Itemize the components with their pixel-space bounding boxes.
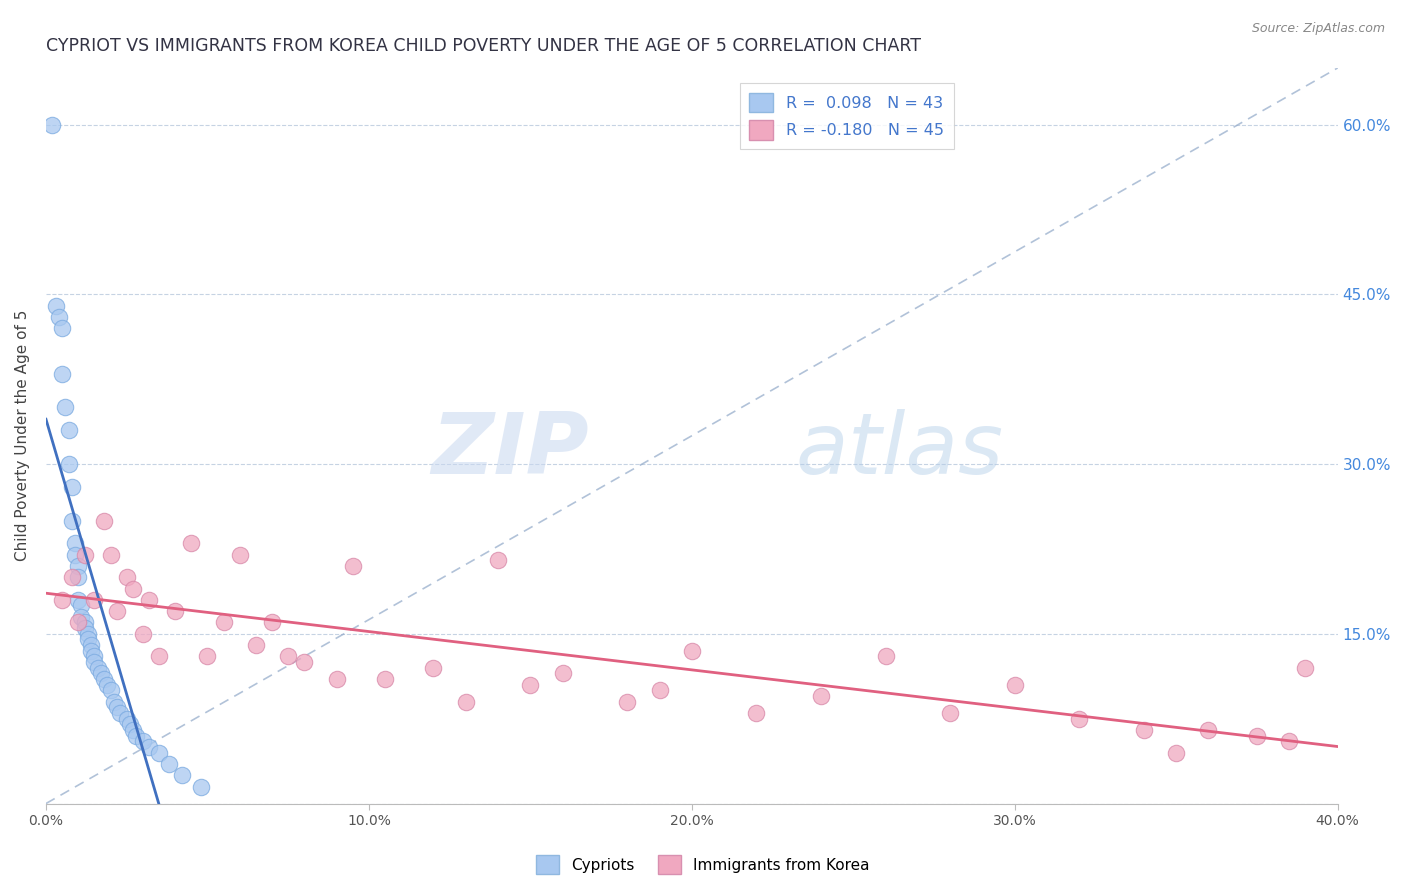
Point [86,661,108,675]
Point [122,723,145,737]
Point [110,706,132,720]
Point [422,661,444,675]
Point [245,638,267,652]
Point [83,655,105,669]
Point [58,423,80,437]
Point [48,310,70,324]
Point [67,615,90,630]
Text: atlas: atlas [796,409,1002,492]
Point [63,536,86,550]
Point [157,756,180,771]
Legend: Cypriots, Immigrants from Korea: Cypriots, Immigrants from Korea [530,849,876,880]
Point [1133,723,1156,737]
Point [103,695,125,709]
Point [681,644,703,658]
Point [212,615,235,630]
Point [73,548,96,562]
Point [138,739,160,754]
Point [1246,729,1268,743]
Point [148,746,170,760]
Point [1166,746,1188,760]
Point [100,683,122,698]
Point [63,548,86,562]
Point [60,514,83,528]
Point [51,592,73,607]
Point [45,299,67,313]
Point [486,553,509,567]
Point [616,695,638,709]
Point [105,604,128,618]
Point [93,514,115,528]
Point [1198,723,1220,737]
Point [228,548,250,562]
Point [454,695,477,709]
Point [148,649,170,664]
Point [132,627,155,641]
Point [190,780,212,794]
Point [648,683,671,698]
Point [170,768,193,782]
Point [77,627,100,641]
Point [519,678,541,692]
Legend: R =  0.098   N = 43, R = -0.180   N = 45: R = 0.098 N = 43, R = -0.180 N = 45 [740,83,953,150]
Point [67,592,90,607]
Point [197,649,219,664]
Point [83,649,105,664]
Point [80,644,103,658]
Point [875,649,897,664]
Point [138,592,160,607]
Point [1004,678,1026,692]
Point [810,689,832,703]
Text: ZIP: ZIP [430,409,589,492]
Point [115,570,138,584]
Point [93,672,115,686]
Point [70,609,93,624]
Point [73,615,96,630]
Point [1294,661,1316,675]
Point [105,700,128,714]
Point [58,457,80,471]
Point [745,706,768,720]
Text: Source: ZipAtlas.com: Source: ZipAtlas.com [1251,22,1385,36]
Point [132,734,155,748]
Point [53,401,76,415]
Point [1069,712,1091,726]
Point [325,672,347,686]
Point [83,592,105,607]
Point [292,655,315,669]
Point [125,729,148,743]
Point [51,321,73,335]
Point [41,118,63,132]
Point [180,536,202,550]
Point [90,666,112,681]
Point [115,712,138,726]
Point [51,367,73,381]
Point [260,615,283,630]
Point [67,570,90,584]
Point [77,632,100,647]
Point [374,672,396,686]
Point [342,558,364,573]
Point [67,558,90,573]
Point [96,678,118,692]
Text: CYPRIOT VS IMMIGRANTS FROM KOREA CHILD POVERTY UNDER THE AGE OF 5 CORRELATION CH: CYPRIOT VS IMMIGRANTS FROM KOREA CHILD P… [46,37,921,55]
Point [939,706,962,720]
Point [277,649,299,664]
Point [122,582,145,596]
Point [80,638,103,652]
Point [551,666,574,681]
Point [1278,734,1301,748]
Point [165,604,187,618]
Y-axis label: Child Poverty Under the Age of 5: Child Poverty Under the Age of 5 [15,310,30,561]
Point [118,717,141,731]
Point [70,599,93,613]
Point [60,480,83,494]
Point [100,548,122,562]
Point [60,570,83,584]
Point [73,621,96,635]
